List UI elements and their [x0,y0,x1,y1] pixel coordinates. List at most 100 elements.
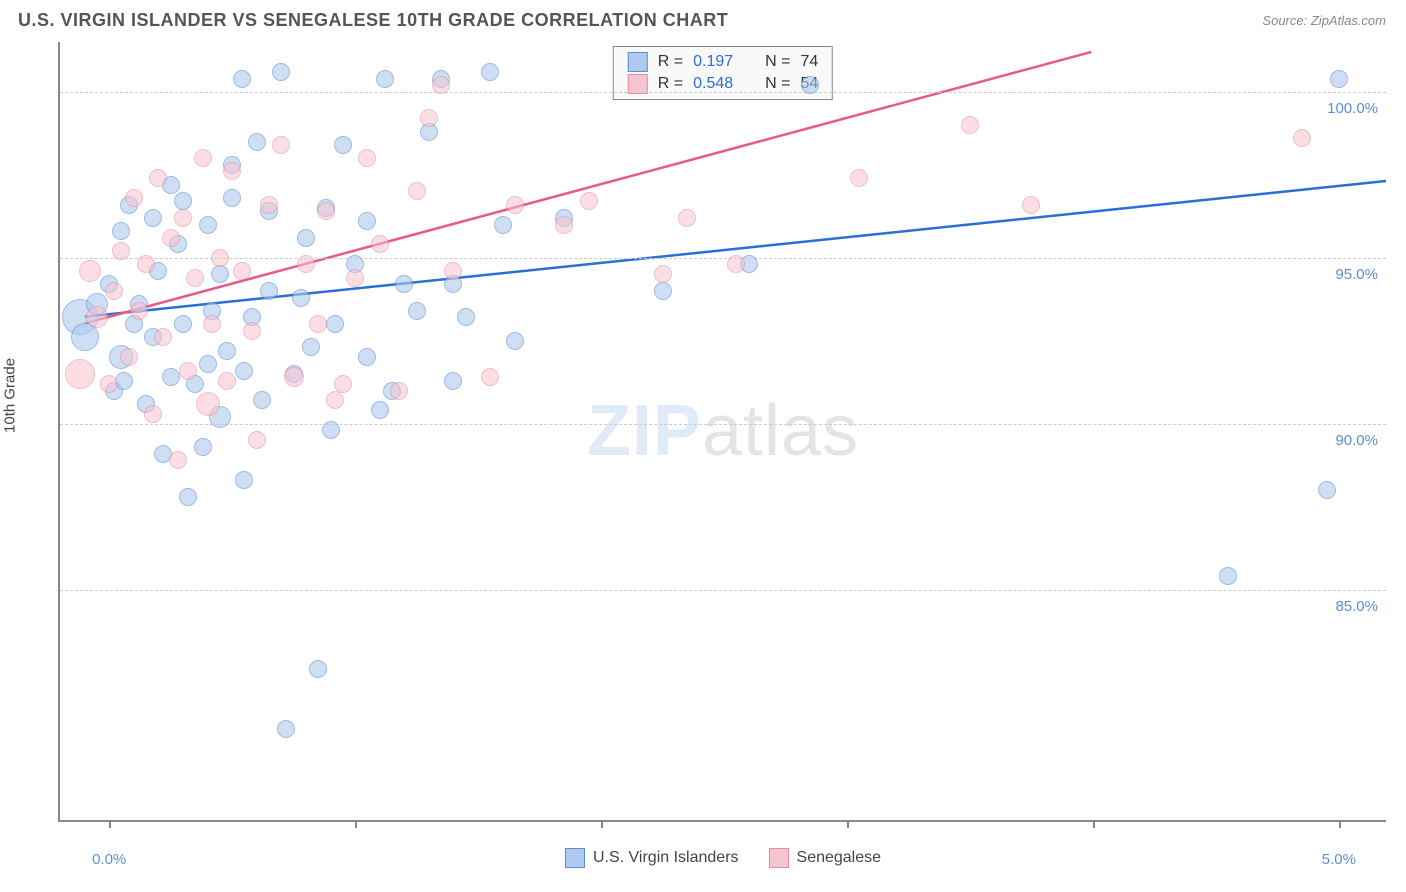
n-label: N = [765,53,790,71]
scatter-point [199,355,217,373]
scatter-point [100,375,118,393]
scatter-point [506,196,524,214]
scatter-point [654,282,672,300]
chart-title: U.S. VIRGIN ISLANDER VS SENEGALESE 10TH … [18,10,728,31]
scatter-point [218,342,236,360]
scatter-point [457,308,475,326]
y-axis-label: 10th Grade [2,358,19,433]
scatter-point [1318,481,1336,499]
scatter-point [233,70,251,88]
scatter-point [371,401,389,419]
scatter-point [149,169,167,187]
scatter-point [326,315,344,333]
scatter-point [292,289,310,307]
n-value: 74 [800,53,818,71]
scatter-point [390,382,408,400]
scatter-point [272,136,290,154]
scatter-point [223,162,241,180]
scatter-point [248,133,266,151]
scatter-point [284,367,304,387]
source-label: Source: [1262,13,1307,28]
gridline-h [60,258,1386,259]
scatter-point [432,76,450,94]
x-tick [355,820,357,828]
scatter-point [235,471,253,489]
correlation-row: R = 0.197 N = 74 [628,51,818,73]
scatter-point [1293,129,1311,147]
source-value: ZipAtlas.com [1311,13,1386,28]
x-tick-label: 0.0% [92,851,126,868]
r-label: R = [658,75,683,93]
scatter-point [444,262,462,280]
scatter-point [179,362,197,380]
scatter-point [79,260,101,282]
scatter-point [130,302,148,320]
scatter-point [235,362,253,380]
r-label: R = [658,53,683,71]
scatter-point [186,269,204,287]
chart-header: U.S. VIRGIN ISLANDER VS SENEGALESE 10TH … [0,0,1406,39]
legend-item: Senegalese [769,848,882,868]
scatter-point [218,372,236,390]
y-tick-label: 90.0% [1335,432,1378,449]
scatter-point [481,368,499,386]
watermark-rest: atlas [702,391,859,471]
plot-area: ZIPatlas R =0.197N =74R =0.548N =54 U.S.… [58,42,1386,822]
scatter-point [297,255,315,273]
scatter-point [1022,196,1040,214]
scatter-point [179,488,197,506]
scatter-point [223,189,241,207]
scatter-point [326,391,344,409]
scatter-point [253,391,271,409]
x-tick-label: 5.0% [1322,851,1356,868]
trend-line [85,181,1386,317]
scatter-point [65,359,95,389]
scatter-point [120,348,138,366]
scatter-point [420,109,438,127]
legend-swatch [769,848,789,868]
scatter-point [272,63,290,81]
scatter-point [801,76,819,94]
scatter-point [302,338,320,356]
chart-source: Source: ZipAtlas.com [1262,13,1386,28]
legend-item: U.S. Virgin Islanders [565,848,739,868]
scatter-point [309,660,327,678]
scatter-point [408,302,426,320]
scatter-point [162,368,180,386]
x-tick [847,820,849,828]
scatter-point [174,209,192,227]
r-value: 0.548 [693,75,749,93]
scatter-point [86,306,108,328]
scatter-point [481,63,499,81]
chart-area: 10th Grade ZIPatlas R =0.197N =74R =0.54… [18,42,1386,882]
x-tick [1093,820,1095,828]
r-value: 0.197 [693,53,749,71]
scatter-point [112,242,130,260]
scatter-point [243,322,261,340]
scatter-point [260,196,278,214]
scatter-point [850,169,868,187]
x-tick [601,820,603,828]
scatter-point [408,182,426,200]
scatter-point [144,209,162,227]
scatter-point [358,212,376,230]
scatter-point [1330,70,1348,88]
scatter-point [260,282,278,300]
n-label: N = [765,75,790,93]
scatter-point [358,149,376,167]
scatter-point [194,438,212,456]
y-tick-label: 100.0% [1327,100,1378,117]
scatter-point [444,372,462,390]
scatter-point [371,235,389,253]
scatter-point [154,328,172,346]
scatter-point [112,222,130,240]
scatter-point [317,202,335,220]
y-tick-label: 95.0% [1335,266,1378,283]
scatter-point [196,392,220,416]
scatter-point [174,192,192,210]
scatter-point [199,216,217,234]
scatter-point [322,421,340,439]
scatter-point [1219,567,1237,585]
legend-swatch [565,848,585,868]
y-tick-label: 85.0% [1335,598,1378,615]
